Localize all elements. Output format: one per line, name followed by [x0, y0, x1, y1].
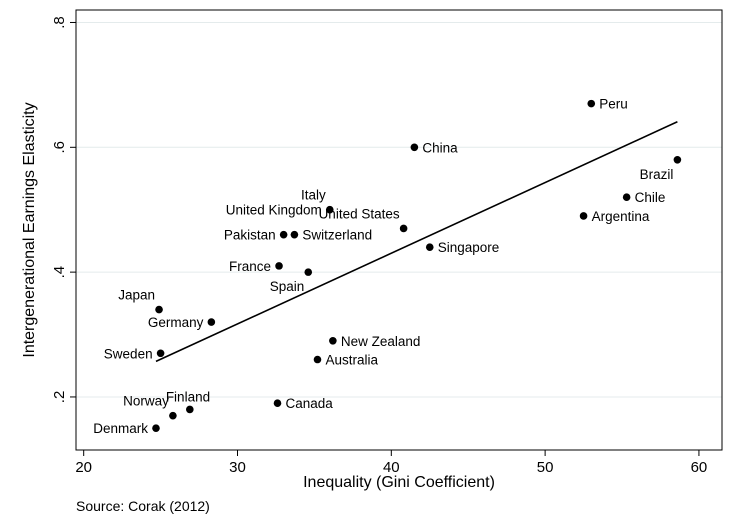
point-label: New Zealand — [341, 334, 421, 349]
y-axis-title: Intergenerational Earnings Elasticity — [21, 102, 38, 357]
data-point — [155, 305, 163, 314]
y-tick-label: .4 — [51, 266, 68, 279]
point-label: Germany — [148, 315, 204, 330]
axes: .2 .4 .6 .8 20 30 40 50 60 — [51, 16, 707, 476]
point-label: Pakistan — [224, 228, 276, 243]
point-label: United States — [319, 206, 400, 221]
point-label: Canada — [285, 396, 333, 411]
point-label: United Kingdom — [226, 203, 322, 218]
data-point — [425, 243, 434, 251]
data-point — [186, 405, 194, 414]
data-point — [587, 99, 596, 108]
point-label: Spain — [270, 279, 305, 294]
fit-line — [155, 120, 678, 363]
data-point — [207, 318, 216, 326]
point-label: Peru — [599, 97, 628, 112]
x-tick-label: 20 — [75, 459, 92, 476]
data-point — [325, 205, 334, 214]
y-tick-label: .2 — [51, 391, 68, 404]
x-tick-label: 30 — [229, 459, 246, 476]
x-tick-label: 50 — [537, 459, 554, 476]
plot-frame — [75, 9, 723, 451]
point-label: France — [229, 259, 271, 274]
data-point — [399, 224, 408, 233]
point-label: Singapore — [438, 240, 500, 255]
point-label: China — [422, 140, 458, 155]
x-axis-title: Inequality (Gini Coefficient) — [303, 474, 495, 491]
point-label: Japan — [118, 288, 155, 303]
point-label: Norway — [123, 394, 169, 409]
data-point — [169, 411, 177, 420]
data-point — [313, 355, 322, 364]
gridlines — [76, 21, 722, 398]
data-point — [673, 155, 682, 164]
data-point — [290, 230, 299, 239]
point-label: Finland — [166, 389, 210, 404]
data-point — [275, 262, 283, 270]
data-point — [156, 349, 165, 358]
data-point — [622, 193, 631, 202]
data-point — [304, 268, 313, 276]
point-label: Denmark — [93, 421, 148, 436]
y-tick-label: .6 — [51, 141, 68, 154]
data-point — [279, 230, 288, 239]
data-point — [329, 336, 337, 345]
point-label: Sweden — [104, 346, 153, 361]
fit-line-group — [155, 120, 678, 363]
source-note: Source: Corak (2012) — [76, 498, 210, 514]
data-points: PeruChinaBrazilChileArgentinaItalyUnited… — [93, 97, 682, 436]
data-point — [152, 424, 160, 432]
data-point — [410, 143, 419, 152]
point-label: Brazil — [640, 167, 674, 182]
x-tick-label: 60 — [691, 459, 708, 476]
y-tick-label: .8 — [51, 16, 68, 29]
point-label: Italy — [301, 188, 326, 203]
point-label: Switzerland — [302, 228, 372, 243]
data-point — [273, 399, 282, 407]
point-label: Argentina — [592, 209, 650, 224]
x-tick-label: 40 — [383, 459, 400, 476]
data-point — [579, 212, 588, 220]
point-label: Australia — [325, 353, 378, 368]
point-label: Chile — [635, 190, 666, 205]
